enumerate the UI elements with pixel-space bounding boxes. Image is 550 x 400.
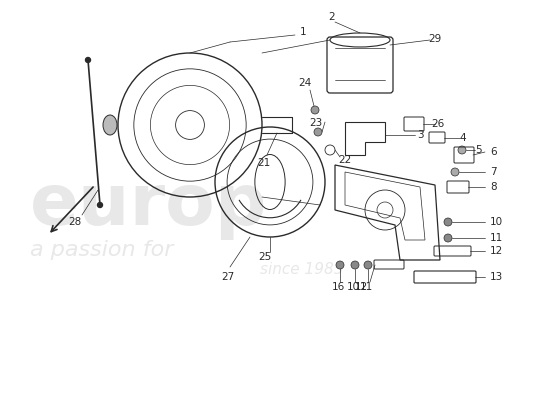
Circle shape	[336, 261, 344, 269]
Text: 5: 5	[475, 145, 481, 155]
Text: 25: 25	[258, 252, 272, 262]
Text: 1: 1	[300, 27, 306, 37]
Text: 6: 6	[490, 147, 497, 157]
Circle shape	[364, 261, 372, 269]
Circle shape	[444, 218, 452, 226]
Text: 23: 23	[309, 118, 322, 128]
Text: 4: 4	[460, 133, 466, 143]
Circle shape	[85, 58, 91, 62]
Circle shape	[97, 202, 102, 208]
Text: 22: 22	[338, 155, 351, 165]
Text: 26: 26	[431, 119, 444, 129]
Text: 13: 13	[490, 272, 503, 282]
Circle shape	[451, 168, 459, 176]
Text: 10: 10	[490, 217, 503, 227]
Text: 2: 2	[329, 12, 336, 22]
Circle shape	[458, 146, 466, 154]
Text: 7: 7	[490, 167, 497, 177]
Text: since 1985: since 1985	[260, 262, 344, 278]
Text: 29: 29	[428, 34, 442, 44]
Text: 21: 21	[257, 158, 271, 168]
Ellipse shape	[103, 115, 117, 135]
Text: 16: 16	[331, 282, 345, 292]
Text: 28: 28	[68, 217, 81, 227]
Circle shape	[311, 106, 319, 114]
Text: 11: 11	[359, 282, 373, 292]
Text: 3: 3	[417, 130, 424, 140]
Circle shape	[444, 234, 452, 242]
Text: a passion for: a passion for	[30, 240, 173, 260]
Text: 8: 8	[490, 182, 497, 192]
Circle shape	[314, 128, 322, 136]
Text: 12: 12	[490, 246, 503, 256]
Text: 12: 12	[355, 282, 368, 292]
Circle shape	[351, 261, 359, 269]
Text: 24: 24	[298, 78, 312, 88]
Text: 10: 10	[346, 282, 360, 292]
Text: europ: europ	[30, 170, 267, 240]
Text: 11: 11	[490, 233, 503, 243]
Text: 27: 27	[221, 272, 235, 282]
